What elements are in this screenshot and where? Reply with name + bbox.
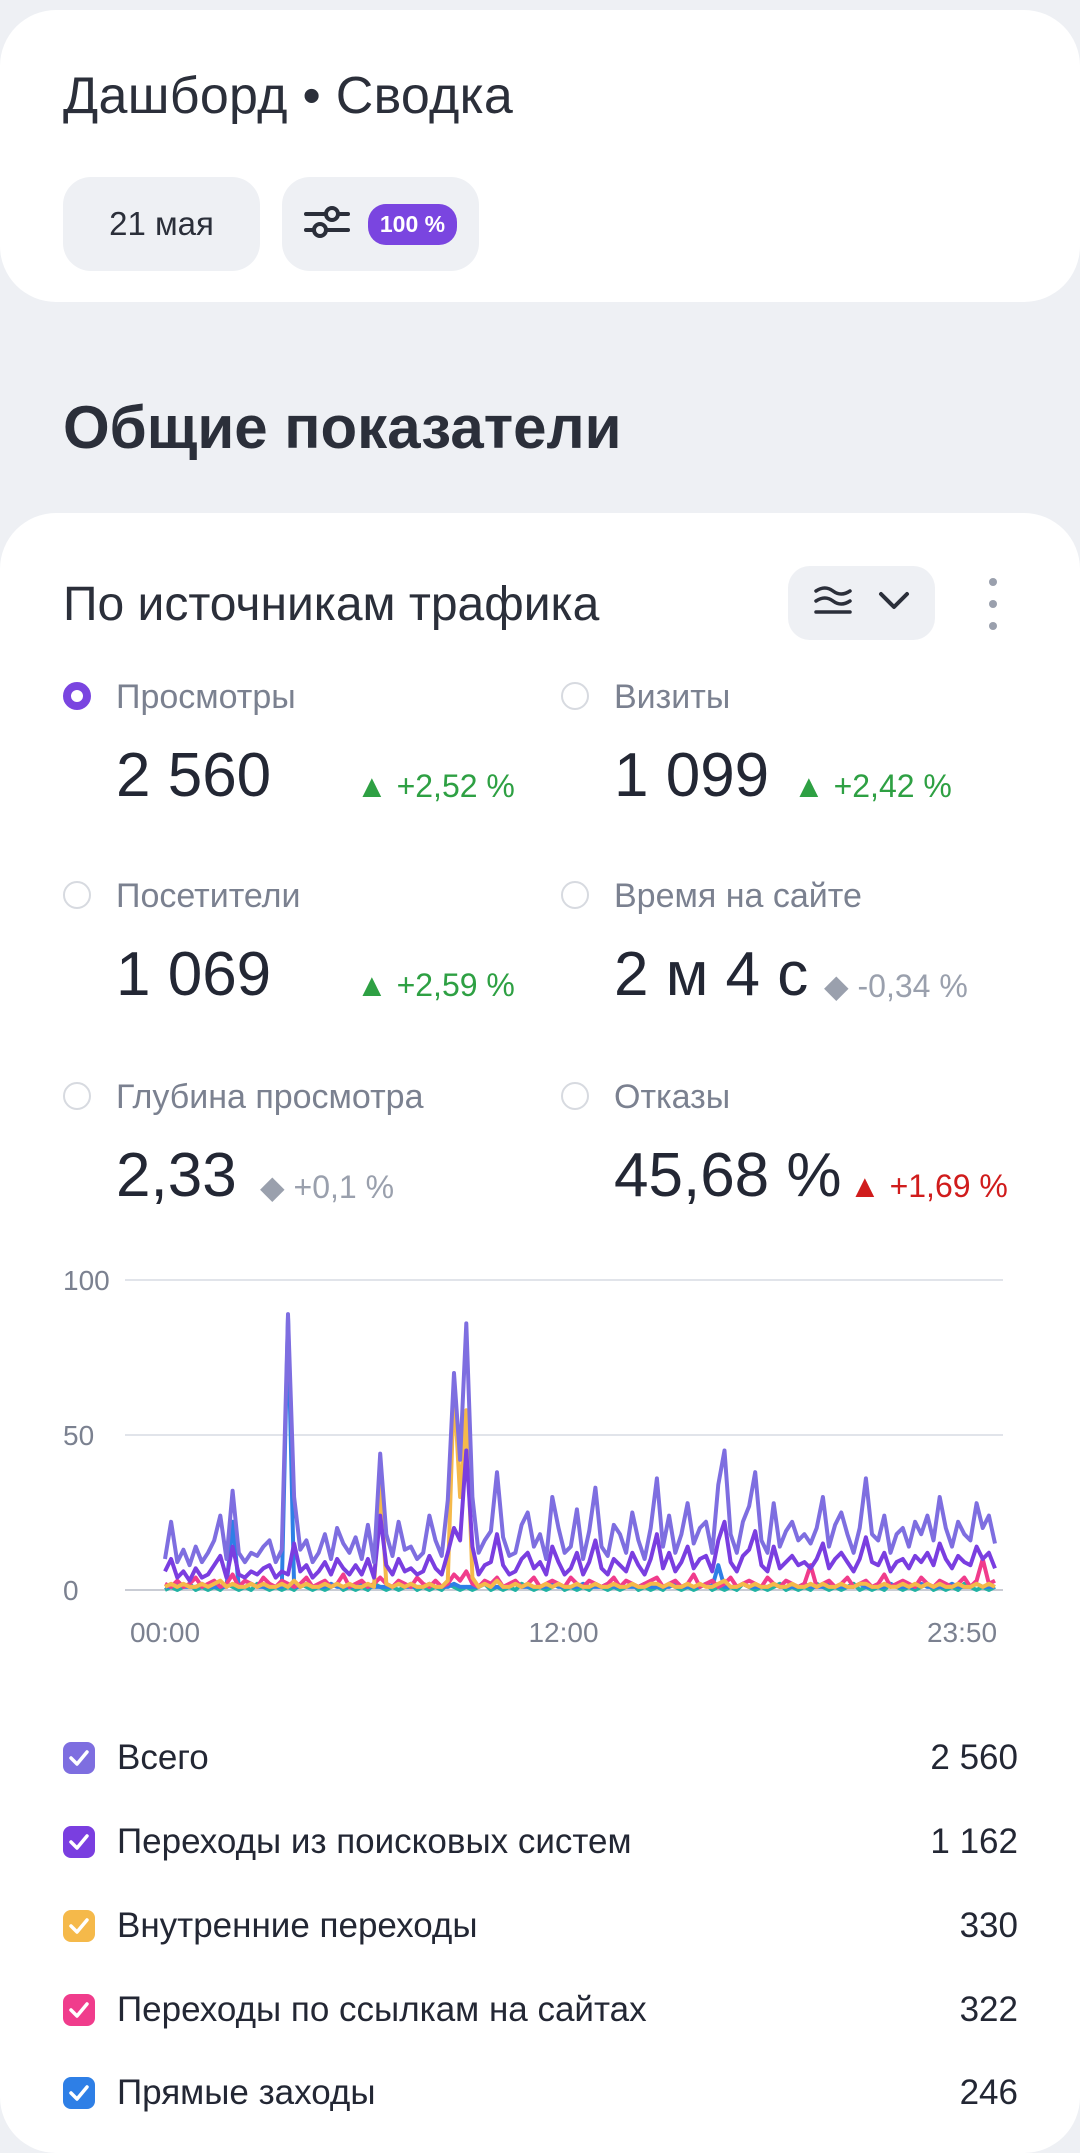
checkbox-checked-icon[interactable] [63, 1910, 95, 1942]
more-vertical-icon[interactable] [975, 578, 1011, 630]
metric-radio[interactable] [63, 1082, 91, 1110]
date-label: 21 мая [109, 205, 214, 242]
metric-delta: ◆ -0,34 % [824, 968, 968, 1004]
metric-label: Отказы [614, 1078, 731, 1116]
series-line [164, 1383, 996, 1589]
metric-delta: ◆ +0,1 % [260, 1169, 395, 1205]
traffic-line-chart[interactable]: 100 50 0 00:00 12:00 23:50 [0, 1240, 1080, 1660]
metric-value: 2 м 4 с [614, 940, 809, 1009]
metric-visitors[interactable]: Посетители 1 069 ▲ +2,59 % [63, 877, 543, 1051]
legend-item[interactable]: Переходы по ссылкам на сайтах 322 [63, 1985, 1018, 2035]
metric-value: 2,33 [116, 1141, 237, 1210]
checkbox-checked-icon[interactable] [63, 2077, 95, 2109]
metric-label: Посетители [116, 877, 301, 915]
metric-label: Просмотры [116, 678, 296, 716]
dashboard-header-card: Дашборд • Сводка 21 мая 100 % [0, 10, 1080, 302]
metric-delta: ▲ +1,69 % [849, 1168, 1008, 1204]
x-tick-label: 23:50 [927, 1617, 997, 1648]
metric-radio[interactable] [63, 682, 91, 710]
y-tick-label: 100 [63, 1265, 110, 1296]
x-tick-label: 00:00 [130, 1617, 200, 1648]
traffic-sources-card [0, 513, 1080, 2153]
metric-label: Визиты [614, 678, 731, 716]
legend-label: Всего [117, 1738, 209, 1777]
checkbox-checked-icon[interactable] [63, 1742, 95, 1774]
checkbox-checked-icon[interactable] [63, 1994, 95, 2026]
y-tick-label: 50 [63, 1420, 94, 1451]
legend-item[interactable]: Переходы из поисковых систем 1 162 [63, 1817, 1018, 1867]
chart-mode-button[interactable] [788, 566, 935, 640]
metric-time-on-site[interactable]: Время на сайте 2 м 4 с ◆ -0,34 % [561, 877, 1041, 1051]
metric-radio[interactable] [561, 682, 589, 710]
metric-delta: ▲ +2,52 % [356, 768, 515, 804]
section-title: Общие показатели [63, 394, 622, 461]
metric-value: 45,68 % [614, 1141, 842, 1210]
series-line [163, 1448, 997, 1583]
x-tick-label: 12:00 [528, 1617, 598, 1648]
legend-label: Переходы по ссылкам на сайтах [117, 1990, 647, 2029]
checkbox-checked-icon[interactable] [63, 1826, 95, 1858]
legend-label: Переходы из поисковых систем [117, 1822, 632, 1861]
legend-label: Прямые заходы [117, 2073, 376, 2112]
metric-value: 1 069 [116, 940, 272, 1009]
metric-delta: ▲ +2,59 % [356, 967, 515, 1003]
legend-value: 1 162 [930, 1822, 1018, 1861]
sampling-badge: 100 % [367, 203, 458, 245]
metric-bounce-rate[interactable]: Отказы 45,68 % ▲ +1,69 % [561, 1078, 1041, 1252]
legend-label: Внутренние переходы [117, 1906, 478, 1945]
filter-button[interactable]: 100 % [282, 177, 479, 271]
date-picker-button[interactable]: 21 мая [63, 177, 260, 271]
legend-item[interactable]: Всего 2 560 [63, 1733, 1018, 1783]
metric-delta: ▲ +2,42 % [793, 768, 952, 804]
y-tick-label: 0 [63, 1575, 79, 1606]
legend-value: 2 560 [930, 1738, 1018, 1777]
metric-radio[interactable] [561, 1082, 589, 1110]
metric-label: Время на сайте [614, 877, 862, 915]
chevron-down-icon [877, 590, 911, 617]
metric-radio[interactable] [63, 881, 91, 909]
stacked-lines-icon [813, 583, 853, 624]
series-line [163, 1312, 997, 1568]
metric-label: Глубина просмотра [116, 1078, 424, 1116]
metric-page-depth[interactable]: Глубина просмотра 2,33 ◆ +0,1 % [63, 1078, 543, 1252]
legend-value: 246 [959, 2073, 1018, 2112]
card-title: По источникам трафика [63, 578, 600, 631]
legend-item[interactable]: Внутренние переходы 330 [63, 1901, 1018, 1951]
metric-value: 1 099 [614, 741, 770, 810]
metric-value: 2 560 [116, 741, 272, 810]
metric-visits[interactable]: Визиты 1 099 ▲ +2,42 % [561, 678, 1041, 852]
legend-value: 330 [959, 1906, 1018, 1945]
sliders-icon [303, 202, 350, 247]
legend-value: 322 [959, 1990, 1018, 2029]
metric-pageviews[interactable]: Просмотры 2 560 ▲ +2,52 % [63, 678, 543, 852]
metric-radio[interactable] [561, 881, 589, 909]
legend-item[interactable]: Прямые заходы 246 [63, 2068, 1018, 2118]
dashboard-title: Дашборд • Сводка [63, 67, 514, 125]
